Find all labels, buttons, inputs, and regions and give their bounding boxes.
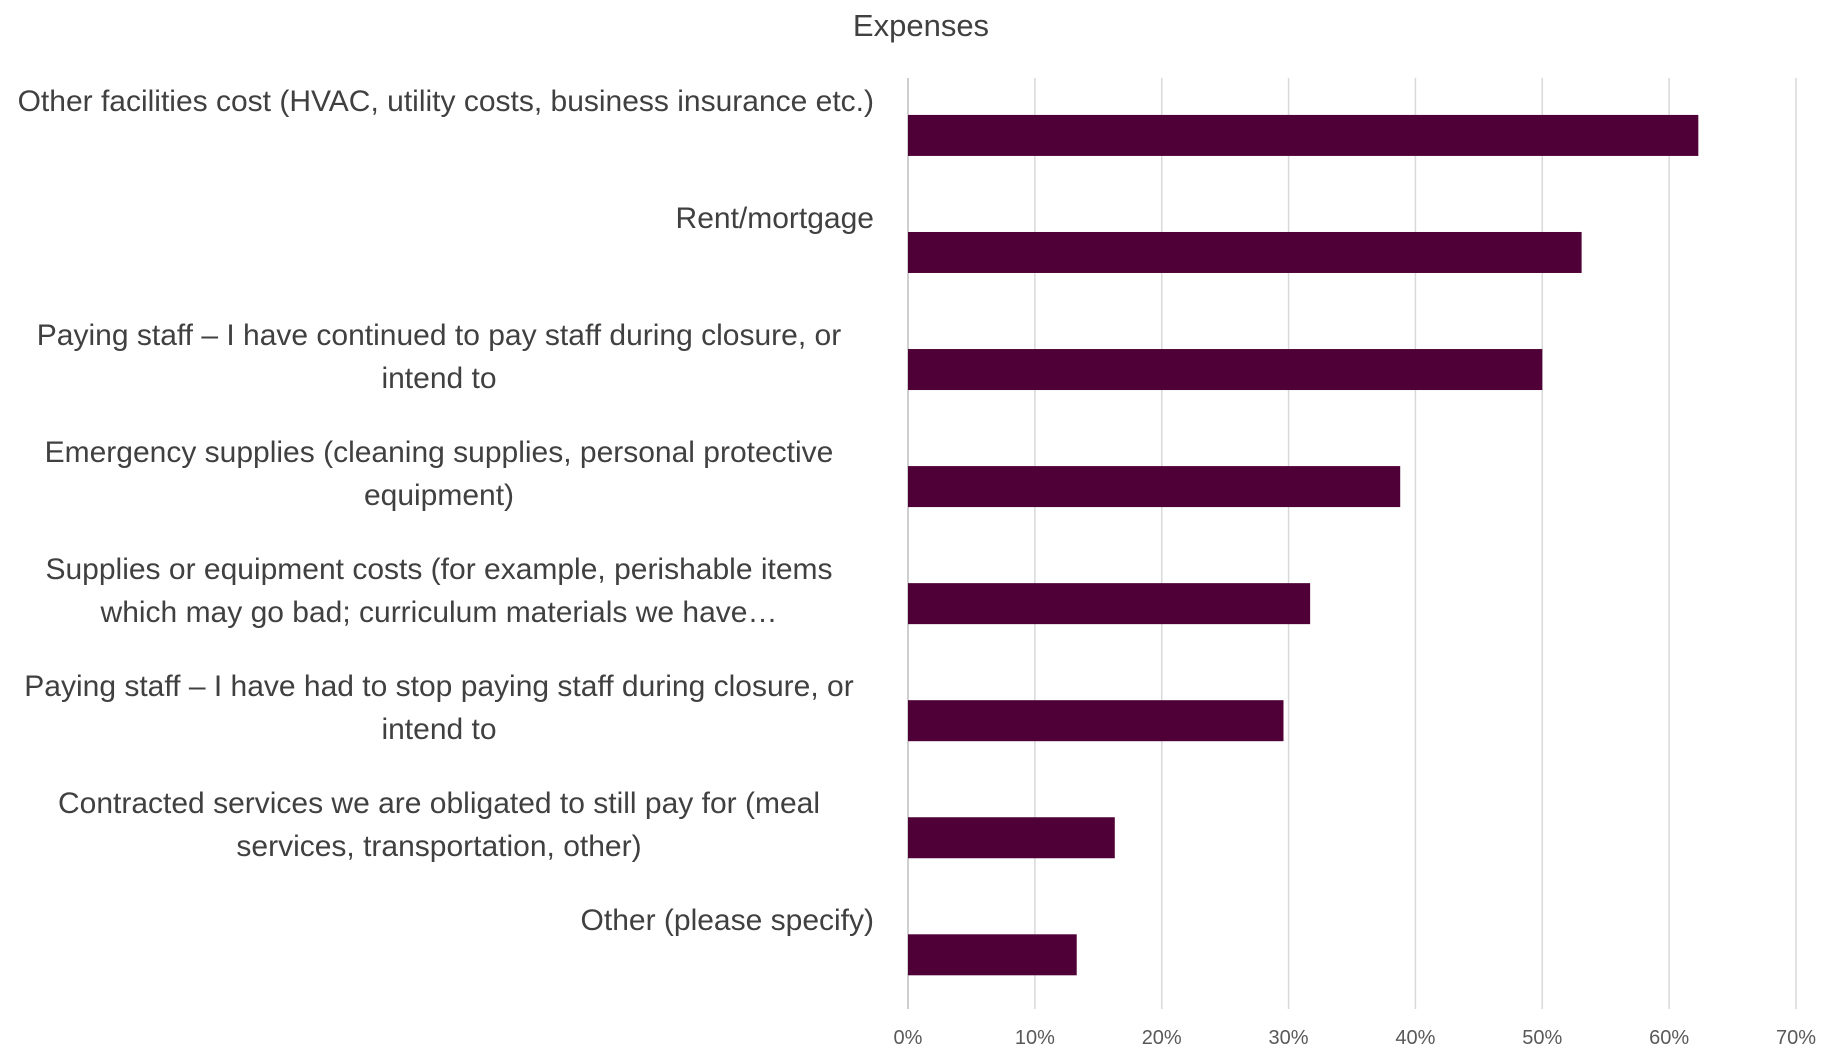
x-tick-label: 50% — [1522, 1027, 1562, 1049]
category-label-box: Emergency supplies (cleaning supplies, p… — [0, 431, 874, 517]
bar — [908, 231, 1582, 273]
category-label-box: Paying staff – I have had to stop paying… — [0, 665, 874, 751]
category-label: Other facilities cost (HVAC, utility cos… — [17, 85, 874, 119]
bar — [908, 114, 1699, 156]
category-label: Contracted services we are obligated to … — [57, 787, 820, 864]
x-tick-label: 60% — [1649, 1027, 1689, 1049]
x-tick-label: 70% — [1776, 1027, 1816, 1049]
x-tick-label: 20% — [1142, 1027, 1182, 1049]
category-label-box: Paying staff – I have continued to pay s… — [0, 314, 874, 400]
category-label-box: Supplies or equipment costs (for example… — [0, 548, 874, 634]
x-tick-label: 30% — [1269, 1027, 1309, 1049]
category-label: Emergency supplies (cleaning supplies, p… — [44, 436, 834, 513]
category-label: Supplies or equipment costs (for example… — [45, 553, 833, 630]
bar — [908, 934, 1077, 976]
bar — [908, 817, 1115, 859]
x-tick-label: 40% — [1395, 1027, 1435, 1049]
chart-title: Expenses — [853, 8, 989, 43]
category-label: Paying staff – I have continued to pay s… — [36, 319, 842, 396]
bar — [908, 466, 1401, 508]
category-label-box: Contracted services we are obligated to … — [0, 782, 874, 868]
category-label: Other (please specify) — [580, 904, 874, 938]
x-tick-label: 0% — [894, 1027, 923, 1049]
bar — [908, 349, 1543, 391]
category-label-box: Rent/mortgage — [0, 197, 874, 240]
category-label: Paying staff – I have had to stop paying… — [24, 670, 854, 747]
bar — [908, 583, 1311, 625]
category-label-box: Other (please specify) — [0, 899, 874, 942]
x-tick-label: 10% — [1015, 1027, 1055, 1049]
bar — [908, 700, 1284, 742]
category-label-box: Other facilities cost (HVAC, utility cos… — [0, 80, 874, 123]
category-label: Rent/mortgage — [675, 202, 874, 236]
